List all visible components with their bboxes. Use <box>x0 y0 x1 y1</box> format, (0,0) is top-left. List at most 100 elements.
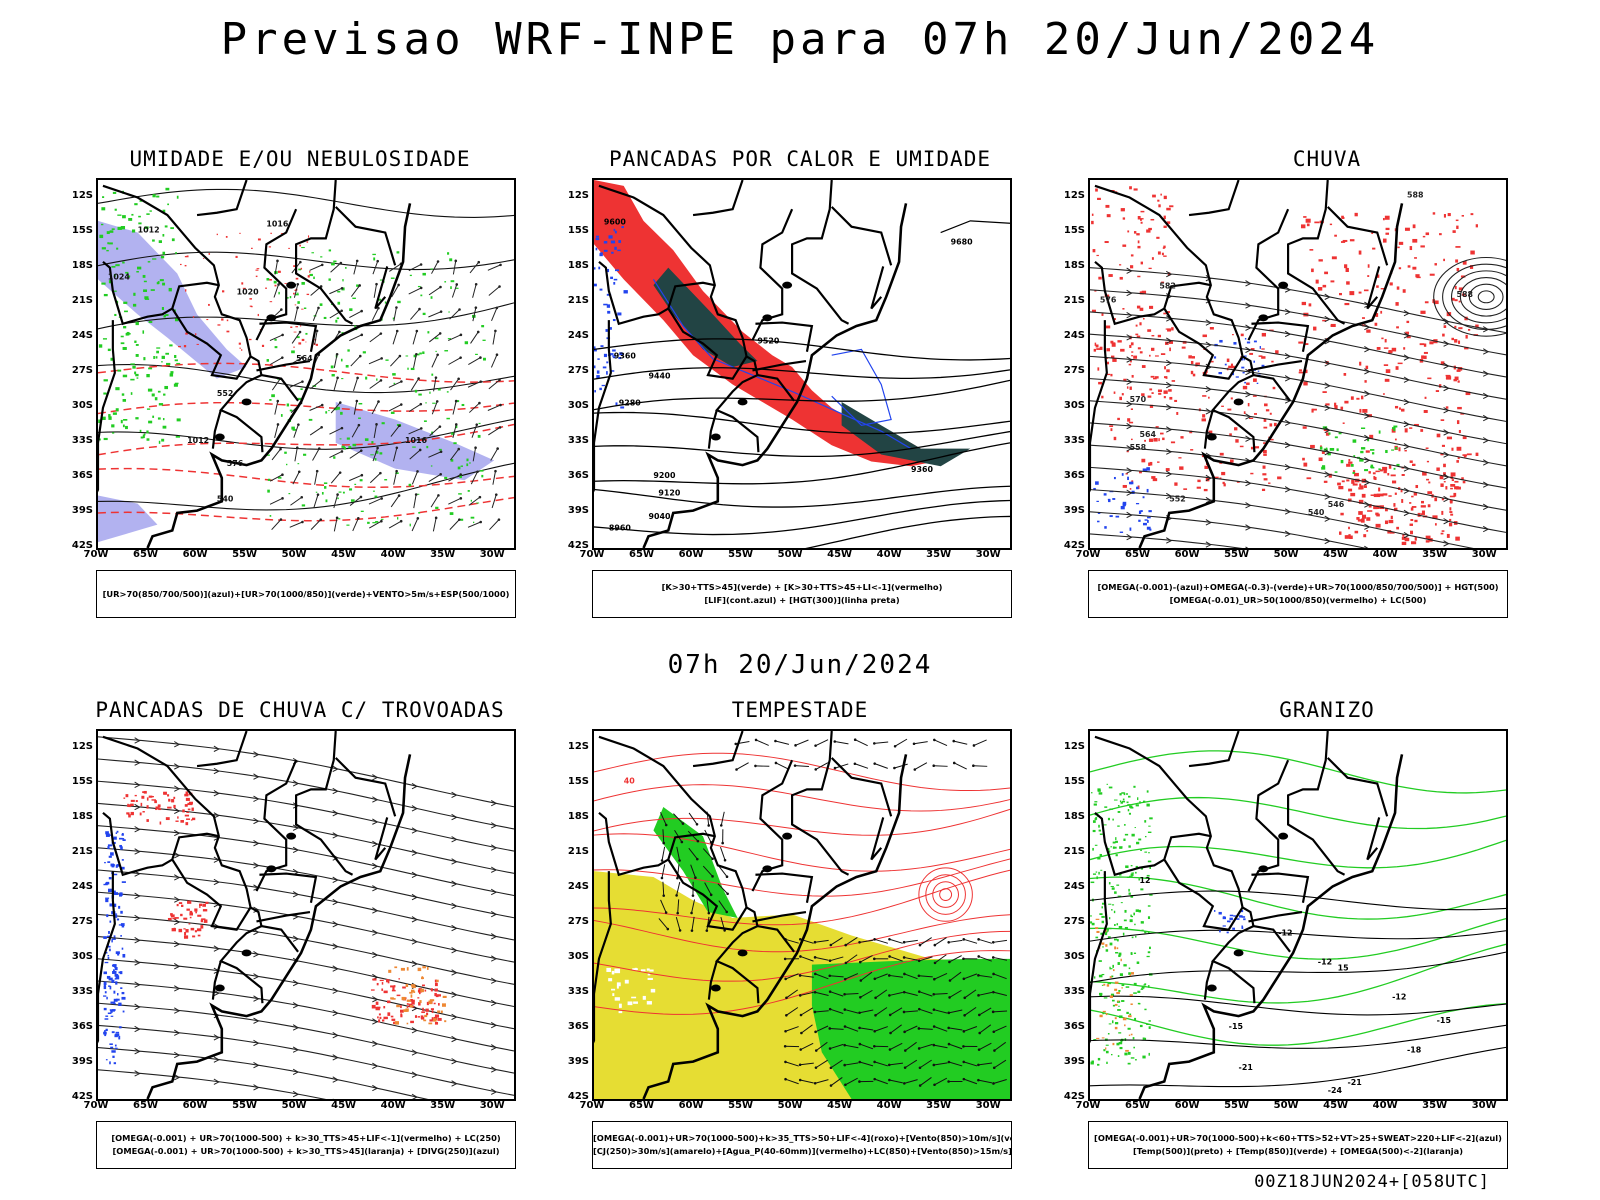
lon-tick-label: 45W <box>331 549 357 560</box>
lat-tick-label: 27S <box>1063 915 1085 927</box>
lake-mark <box>214 984 225 992</box>
red-rain <box>1091 186 1174 399</box>
lake-mark <box>737 949 748 957</box>
svg-text:582: 582 <box>1159 282 1176 291</box>
lon-tick-label: 50W <box>777 549 803 560</box>
country-border <box>1253 374 1291 402</box>
lat-tick-label: 18S <box>567 810 589 822</box>
map-umidade: 1012 1016 1020 1016 1012 1024 552 564 576 540 <box>96 178 516 550</box>
lon-tick-label: 55W <box>1224 549 1250 560</box>
country-border <box>256 359 311 372</box>
legend-line: [OMEGA(-0.01)_UR>50(1000/850)(vermelho) … <box>1169 595 1427 605</box>
lon-tick-label: 35W <box>1422 549 1448 560</box>
lon-tick-label: 65W <box>629 1100 654 1111</box>
svg-text:588: 588 <box>1456 290 1473 299</box>
lon-tick-label: 65W <box>133 1100 158 1111</box>
lat-tick-label: 12S <box>1063 740 1085 752</box>
country-border <box>1247 208 1290 341</box>
country-border <box>1248 359 1303 372</box>
country-border <box>1094 811 1212 877</box>
map-trovoadas <box>96 729 516 1101</box>
green-instability <box>841 401 971 467</box>
country-border <box>667 858 748 931</box>
lon-tick-label: 35W <box>926 1100 952 1111</box>
legend-chuva: [OMEGA(-0.001)-(azul)+OMEGA(-0.3)-(verde… <box>1088 570 1508 618</box>
country-border <box>692 180 744 217</box>
country-border <box>1251 872 1310 903</box>
country-border <box>1094 735 1256 1004</box>
country-border <box>1326 757 1389 817</box>
lat-tick-label: 18S <box>71 259 93 271</box>
country-border <box>1287 180 1346 325</box>
red-rain <box>1338 460 1460 546</box>
country-border <box>594 320 612 493</box>
svg-text:9040: 9040 <box>648 512 671 521</box>
contour-labels: 40 <box>624 777 636 786</box>
lat-tick-label: 15S <box>567 224 589 236</box>
lake-mark <box>737 398 748 406</box>
country-border <box>374 266 389 310</box>
lat-tick-label: 42S <box>71 1091 93 1102</box>
country-border <box>1090 871 1108 1044</box>
run-timestamp: 00Z18JUN2024+[058UTC] <box>1254 1172 1490 1192</box>
country-border <box>594 871 612 1044</box>
lon-tick-label: 40W <box>380 549 406 560</box>
country-border <box>295 180 354 325</box>
lon-tick-label: 65W <box>1125 1100 1150 1111</box>
lon-tick-label: 30W <box>479 549 505 560</box>
lon-tick-label: 55W <box>1224 1100 1250 1111</box>
lake-mark <box>241 398 252 406</box>
country-border <box>259 872 318 903</box>
country-border <box>1253 925 1291 953</box>
streamlines <box>98 736 514 1099</box>
country-border <box>334 757 397 817</box>
country-border <box>1287 731 1346 876</box>
svg-text:1020: 1020 <box>237 287 260 296</box>
lon-tick-label: 70W <box>83 549 109 560</box>
lon-tick-label: 70W <box>579 549 605 560</box>
hgt300-contours <box>594 338 1010 548</box>
svg-text:-18: -18 <box>1407 1045 1422 1054</box>
lon-tick-label: 30W <box>1471 549 1497 560</box>
country-border <box>196 180 248 217</box>
svg-text:552: 552 <box>217 389 234 398</box>
lake-mark <box>710 984 721 992</box>
map-tempestade: 40 <box>592 729 1012 1101</box>
lake-mark <box>286 832 297 840</box>
blue-divergence <box>103 830 126 1065</box>
lon-tick-label: 45W <box>1323 1100 1349 1111</box>
country-border <box>1203 409 1214 449</box>
lat-tick-label: 39S <box>567 504 589 516</box>
svg-text:564: 564 <box>1140 430 1157 439</box>
country-border <box>667 307 748 380</box>
country-border <box>334 206 397 266</box>
country-border <box>261 925 299 953</box>
svg-text:1016: 1016 <box>405 436 428 445</box>
legend-line: [UR>70(850/700/500)](azul)+[UR>70(1000/8… <box>102 588 510 599</box>
lat-tick-label: 12S <box>71 740 93 752</box>
moisture-fill <box>335 401 495 481</box>
lat-tick-label: 24S <box>1063 329 1085 341</box>
panel-title-trovoadas: PANCADAS DE CHUVA C/ TROVOADAS <box>95 698 505 722</box>
country-border <box>1188 180 1240 217</box>
country-border <box>830 206 893 266</box>
country-border <box>1163 307 1244 380</box>
lon-tick-label: 55W <box>728 549 754 560</box>
lake-mark <box>1278 281 1289 289</box>
lon-tick-label: 55W <box>232 1100 258 1111</box>
legend-line: [OMEGA(-0.001)-(azul)+OMEGA(-0.3)-(verde… <box>1097 582 1499 592</box>
country-border <box>1090 320 1108 493</box>
wind-vectors <box>658 811 729 932</box>
green-humidity <box>266 246 486 527</box>
country-border <box>1366 266 1381 310</box>
legend-line: [OMEGA(-0.001) + UR>70(1000-500) + k>30_… <box>112 1146 500 1156</box>
lake-mark <box>1233 949 1244 957</box>
streamlines <box>1090 267 1506 548</box>
svg-text:9200: 9200 <box>653 471 676 480</box>
thickness-contours <box>98 362 514 522</box>
lat-tick-label: 39S <box>71 504 93 516</box>
lat-tick-label: 36S <box>71 1020 93 1032</box>
svg-text:9360: 9360 <box>911 465 934 474</box>
map-granizo: -12 -12 -12 -15 -15 -18 -21 -21 -24 12 15 <box>1088 729 1508 1101</box>
country-border <box>870 266 885 310</box>
